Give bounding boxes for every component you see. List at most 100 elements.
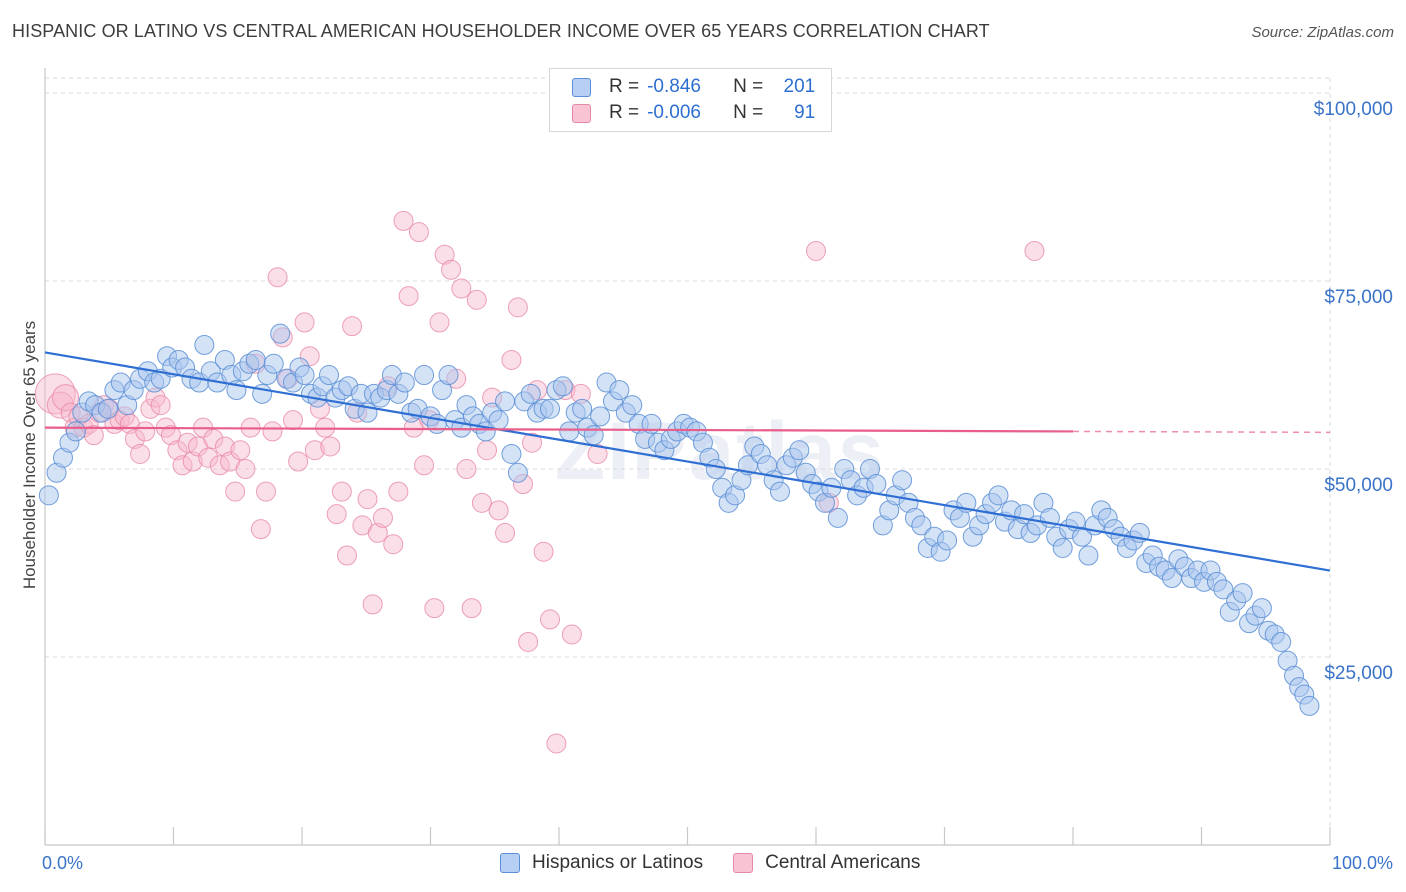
data-point-central-americans	[357, 489, 378, 510]
data-point-hispanics	[38, 485, 59, 506]
data-point-hispanics	[988, 485, 1009, 506]
data-point-central-americans	[362, 594, 383, 615]
data-point-central-americans	[414, 455, 435, 476]
data-point-central-americans	[177, 432, 198, 453]
data-point-hispanics	[622, 395, 643, 416]
data-point-hispanics	[65, 421, 86, 442]
y-tick-label: $25,000	[1324, 663, 1393, 684]
data-point-hispanics	[394, 372, 415, 393]
legend-item-hispanics[interactable]: Hispanics or Latinos	[500, 852, 703, 874]
data-point-central-americans	[507, 297, 528, 318]
data-point-central-americans	[342, 316, 363, 337]
trend-line-central-americans	[44, 426, 1074, 433]
axes	[44, 68, 1331, 846]
data-point-central-americans	[150, 395, 171, 416]
data-point-central-americans	[198, 447, 219, 468]
pink-swatch	[572, 103, 591, 123]
data-point-hispanics	[501, 443, 522, 464]
data-point-central-americans	[203, 428, 224, 449]
data-point-hispanics	[641, 413, 662, 434]
data-point-hispanics	[1251, 598, 1272, 619]
data-point-central-americans	[372, 507, 393, 528]
data-point-central-americans	[451, 278, 472, 299]
data-point-hispanics	[559, 421, 580, 442]
data-point-hispanics	[1299, 695, 1320, 716]
data-point-hispanics	[507, 462, 528, 483]
series-legend: Hispanics or Latinos Central Americans	[500, 852, 950, 874]
data-point-hispanics	[318, 365, 339, 386]
axis-labels: $25,000 $50,000 $75,000 $100,000 0.0% 100.0% H…	[20, 99, 1393, 873]
data-point-central-americans	[336, 545, 357, 566]
data-point-hispanics	[866, 474, 887, 495]
y-tick-label: $100,000	[1314, 99, 1393, 120]
data-point-central-americans	[140, 398, 161, 419]
data-point-hispanics	[488, 410, 509, 431]
data-point-central-americans	[367, 522, 388, 543]
data-point-central-americans	[331, 481, 352, 502]
n-label: N =	[733, 76, 764, 97]
trend-line-hispanics	[44, 351, 1331, 572]
data-point-central-americans	[488, 500, 509, 521]
data-point-central-americans	[1024, 240, 1045, 261]
chart-title: HISPANIC OR LATINO VS CENTRAL AMERICAN H…	[12, 21, 990, 41]
data-point-hispanics	[937, 530, 958, 551]
trend-line-central-americans-extension	[1072, 430, 1331, 434]
data-point-central-americans	[46, 391, 74, 419]
data-point-hispanics	[911, 515, 932, 536]
data-point-hispanics	[1052, 537, 1073, 558]
data-point-central-americans	[388, 481, 409, 502]
data-point-hispanics	[1232, 583, 1253, 604]
data-point-central-americans	[34, 373, 76, 415]
data-point-central-americans	[250, 519, 271, 540]
r-value: -0.846	[647, 76, 701, 97]
data-point-central-americans	[294, 312, 315, 333]
n-label: N =	[733, 102, 764, 123]
data-point-central-americans	[124, 428, 145, 449]
data-point-central-americans	[461, 598, 482, 619]
correlation-legend: R = -0.846 N = 201 R = -0.006 N = 91	[549, 68, 832, 132]
data-point-central-americans	[130, 443, 151, 464]
legend-label: Central Americans	[765, 852, 921, 873]
hispanics-points	[38, 323, 1320, 716]
data-point-central-americans	[540, 609, 561, 630]
blue-swatch	[500, 853, 520, 873]
data-point-hispanics	[97, 398, 118, 419]
data-point-central-americans	[267, 267, 288, 288]
data-point-central-americans	[135, 421, 156, 442]
data-point-central-americans	[288, 451, 309, 472]
x-tick-label: 0.0%	[42, 853, 83, 873]
data-point-central-americans	[429, 312, 450, 333]
data-point-central-americans	[424, 598, 445, 619]
data-point-hispanics	[609, 380, 630, 401]
data-point-hispanics	[1271, 631, 1292, 652]
trend-lines	[44, 351, 1331, 572]
data-point-hispanics	[414, 365, 435, 386]
y-axis-title: Householder Income Over 65 years	[20, 321, 39, 589]
data-point-central-americans	[501, 349, 522, 370]
n-value: 201	[783, 76, 816, 97]
data-point-central-americans	[326, 504, 347, 525]
legend-item-central-americans[interactable]: Central Americans	[733, 852, 920, 874]
data-point-hispanics	[583, 425, 604, 446]
data-point-central-americans	[495, 522, 516, 543]
source-label: Source: ZipAtlas.com	[1251, 24, 1394, 41]
data-point-hispanics	[892, 470, 913, 491]
x-tick-label: 100.0%	[1332, 853, 1393, 873]
data-point-hispanics	[590, 406, 611, 427]
y-tick-label: $50,000	[1324, 475, 1393, 496]
data-point-central-americans	[546, 733, 567, 754]
y-tick-label: $75,000	[1324, 287, 1393, 308]
data-point-central-americans	[561, 624, 582, 645]
legend-row-hispanics: R = -0.846 N = 201	[572, 74, 815, 100]
blue-swatch	[572, 77, 591, 97]
data-point-central-americans	[434, 244, 455, 265]
data-point-central-americans	[441, 259, 462, 280]
data-point-central-americans	[456, 459, 477, 480]
data-point-hispanics	[294, 365, 315, 386]
r-label: R =	[609, 102, 640, 123]
data-point-central-americans	[235, 459, 256, 480]
data-point-central-americans	[587, 443, 608, 464]
data-point-central-americans	[304, 440, 325, 461]
n-value: 91	[794, 102, 816, 123]
